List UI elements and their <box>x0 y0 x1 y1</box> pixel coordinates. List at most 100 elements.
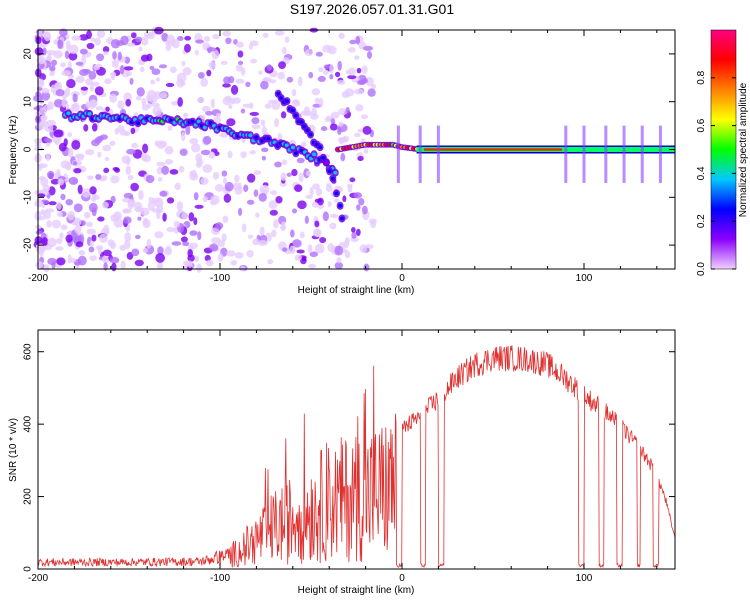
spectrogram-cell <box>83 124 89 132</box>
spectrogram-cell <box>46 119 56 127</box>
spectrogram-cell <box>124 56 131 64</box>
spectrogram-cell <box>87 175 94 180</box>
spectrogram-cell <box>353 192 363 199</box>
spectrogram-cell <box>161 32 169 42</box>
spectrogram-cell <box>110 39 121 49</box>
spectrogram-cell <box>43 264 50 273</box>
spectrogram-cell <box>120 35 129 46</box>
spectrogram-cell <box>41 237 49 247</box>
y-tick-label: 20 <box>23 48 34 60</box>
spectrogram-cell <box>124 232 132 242</box>
spectrogram-cell <box>349 177 356 183</box>
colorbar: 0.0 0.2 0.4 0.6 0.8 Normalized spectral ampl… <box>696 29 749 276</box>
spectrogram-cell <box>260 119 266 127</box>
spectrogram-cell <box>277 132 283 141</box>
spectrogram-cell <box>134 259 144 267</box>
spectrogram-cell <box>292 239 302 248</box>
spectrogram-cell <box>184 43 191 53</box>
spectrogram-cell <box>79 48 88 55</box>
spectrogram-cell <box>221 233 227 242</box>
spectrogram-cell <box>622 125 626 183</box>
spectrogram-cell <box>343 239 350 248</box>
spectrogram-cell <box>320 126 328 132</box>
spectrogram-cell <box>322 211 329 222</box>
spectrogram-cell <box>293 113 298 118</box>
spectrogram-cell <box>366 50 373 59</box>
spectrogram-cell <box>299 231 305 239</box>
spectrogram-cell <box>117 51 122 61</box>
x-tick-label: 0 <box>399 573 405 584</box>
spectrogram-cell <box>54 82 61 90</box>
spectrogram-cell <box>211 227 220 235</box>
spectrogram-cell <box>127 42 136 47</box>
spectrogram-cell <box>50 84 56 94</box>
spectrogram-cell <box>129 77 134 85</box>
spectrogram-cell <box>304 49 313 56</box>
spectrogram-cell <box>206 69 212 77</box>
spectrogram-cell <box>91 123 98 132</box>
spectrogram-cell <box>86 42 95 50</box>
spectrogram-cell <box>284 36 290 43</box>
colorbar-tick-label: 0.2 <box>696 214 707 228</box>
spectrogram-cell <box>159 140 168 148</box>
spectrogram-cell <box>337 127 342 136</box>
spectrogram-cell <box>146 238 152 249</box>
spectrogram-cell <box>157 176 163 182</box>
spectrogram-cell <box>100 175 108 181</box>
spectrogram-cell <box>216 112 221 119</box>
spectrogram-cell <box>363 45 374 51</box>
spectrogram-cell <box>357 155 364 162</box>
spectrogram-cell <box>121 197 131 203</box>
spectrogram-cell <box>308 263 317 269</box>
spectrogram-cell <box>249 150 257 155</box>
spectrogram-cell <box>123 66 134 71</box>
spectrogram-cell <box>128 202 136 208</box>
spectrogram-cell <box>111 59 119 68</box>
colorbar-tick-label: 0.8 <box>696 70 707 84</box>
spectrogram-cell <box>327 169 332 174</box>
spectrogram-cell <box>318 145 323 150</box>
spectrogram-cell <box>250 58 258 64</box>
spectrogram-cell <box>260 80 269 90</box>
spectrogram-cell <box>314 220 320 228</box>
spectrogram-cell <box>40 177 49 187</box>
spectrogram-cell <box>289 245 296 255</box>
spectrogram-cell <box>130 32 137 39</box>
spectrogram-cell <box>330 176 335 181</box>
spectrogram-cell <box>88 202 98 213</box>
spectrogram-cell <box>312 183 320 190</box>
spectrogram-cell <box>240 108 246 114</box>
spectrogram-cell <box>333 170 338 175</box>
spectrogram-cell <box>110 213 120 222</box>
spectrogram-cell <box>266 64 273 71</box>
spectrogram-cell <box>181 60 186 67</box>
spectrogram-cell <box>240 151 247 159</box>
spectrogram-cell <box>355 104 364 112</box>
spectrogram-cell <box>355 35 361 45</box>
spectrogram-cell <box>154 26 164 35</box>
spectrogram-cell <box>253 189 259 197</box>
spectrogram-cell <box>258 192 267 202</box>
spectrogram-cell <box>334 198 340 203</box>
spectrogram-x-ticks: -200 -100 0 100 <box>28 30 658 284</box>
spectrogram-cell <box>309 251 319 258</box>
spectrogram-cell <box>80 86 89 91</box>
spectrogram-cell <box>202 135 212 145</box>
spectrogram-cell <box>246 173 256 183</box>
spectrogram-cell <box>98 233 108 243</box>
spectrogram-cell <box>46 220 52 228</box>
spectrogram-cell <box>319 237 327 244</box>
spectrogram-cell <box>356 228 361 237</box>
x-tick-label: -100 <box>210 573 230 584</box>
spectrogram-cell <box>298 172 304 183</box>
spectrogram-cell <box>261 155 266 161</box>
spectrogram-cell <box>82 69 92 74</box>
spectrogram-cell <box>237 50 244 58</box>
spectrogram-cell <box>164 158 173 165</box>
spectrogram-cell <box>155 252 165 263</box>
spectrogram-cell <box>340 152 346 162</box>
spectrogram-cell <box>225 95 232 103</box>
spectrogram-cell <box>60 62 66 68</box>
spectrogram-cell <box>329 222 337 230</box>
spectrogram-cell <box>222 30 232 37</box>
